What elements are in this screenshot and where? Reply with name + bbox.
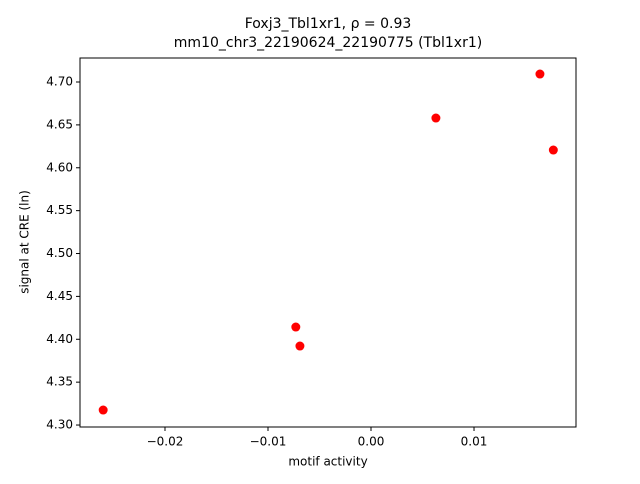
point bbox=[431, 113, 441, 123]
chart-title: Foxj3_Tbl1xr1, ρ = 0.93 bbox=[245, 16, 412, 32]
point bbox=[535, 69, 545, 79]
x-tick-label: 0.00 bbox=[358, 435, 385, 449]
chart-subtitle: mm10_chr3_22190624_22190775 (Tbl1xr1) bbox=[174, 35, 482, 51]
x-tick-label: −0.02 bbox=[147, 435, 184, 449]
y-tick-label: 4.30 bbox=[46, 418, 73, 432]
y-tick-label: 4.65 bbox=[46, 117, 73, 131]
y-tick-label: 4.45 bbox=[46, 289, 73, 303]
point bbox=[548, 145, 558, 155]
y-tick-label: 4.60 bbox=[46, 160, 73, 174]
y-axis-label: signal at CRE (ln) bbox=[18, 190, 32, 294]
y-tick-label: 4.55 bbox=[46, 203, 73, 217]
point bbox=[291, 322, 301, 332]
plot-frame bbox=[79, 57, 577, 428]
y-tick-label: 4.50 bbox=[46, 246, 73, 260]
point bbox=[98, 405, 108, 415]
x-tick-label: 0.01 bbox=[461, 435, 488, 449]
x-tick-label: −0.01 bbox=[250, 435, 287, 449]
point bbox=[295, 341, 305, 351]
y-tick-label: 4.70 bbox=[46, 75, 73, 89]
y-tick-label: 4.35 bbox=[46, 375, 73, 389]
y-tick-label: 4.40 bbox=[46, 332, 73, 346]
x-axis-label: motif activity bbox=[288, 455, 367, 469]
